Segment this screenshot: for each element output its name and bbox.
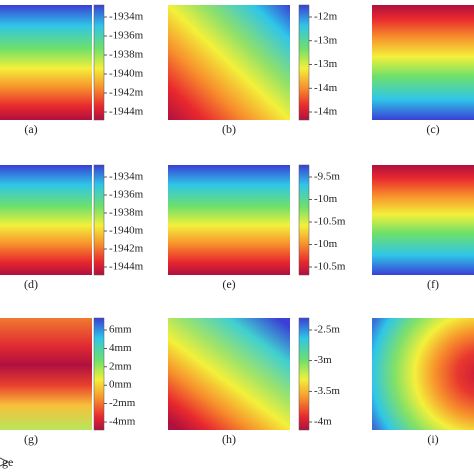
panel-label: (i) [427,432,438,446]
colorbar-tick-label: -14m [314,106,338,118]
panel-label: (e) [222,277,235,291]
colorbar-tick-label: -4m [314,416,332,428]
colorbar-tick-label: -9.5m [314,171,340,183]
colorbar [298,4,310,121]
colorbar-tick-label: -1934m [109,11,144,23]
colorbar-tick-label: -10.5m [314,216,346,228]
panel-label: (a) [24,122,37,136]
colorbar-tick-label: -12m [314,11,338,23]
heatmap [372,318,474,430]
panel-label: (h) [222,432,236,446]
panel-label: (f) [427,277,439,291]
colorbar-tick-label: -1936m [109,189,144,201]
colorbar-tick-label: -1940m [109,225,144,237]
colorbar-tick-label: -3.5m [314,385,340,397]
arrow [0,457,10,467]
colorbar-tick-label: 6mm [109,324,132,336]
colorbar-tick-label: 0mm [109,379,132,391]
heatmap [168,318,290,430]
heatmap [372,5,474,120]
colorbar-tick-label: -1940m [109,68,144,80]
colorbar [93,164,105,276]
colorbar [298,164,310,276]
colorbar-tick-label: -10m [314,193,338,205]
heatmap [168,165,290,275]
colorbar-tick-label: -1942m [109,87,144,99]
colorbar-tick-label: 4mm [109,342,132,354]
panel-label: (b) [222,122,236,136]
colorbar-tick-label: -1934m [109,171,144,183]
colorbar-tick-label: -1944m [109,106,144,118]
colorbar [93,4,105,121]
caption-fragment: ge [2,455,13,469]
colorbar-tick-label: -10m [314,238,338,250]
heatmap [0,165,92,275]
colorbar-tick-label: -14m [314,82,338,94]
colorbar-tick-label: -4mm [109,416,136,428]
colorbar-tick-label: -2mm [109,397,136,409]
colorbar-tick-label: -13m [314,58,338,70]
heatmap [0,5,92,120]
colorbar-tick-label: -2.5m [314,324,340,336]
panel-label: (d) [24,277,38,291]
colorbar [93,317,105,431]
colorbar-tick-label: -1936m [109,30,144,42]
colorbar-tick-label: -1944m [109,261,144,273]
colorbar-tick-label: -10.5m [314,261,346,273]
heatmap [168,5,290,120]
panel-label: (g) [24,432,38,446]
colorbar-tick-label: -13m [314,34,338,46]
colorbar [298,317,310,431]
colorbar-tick-label: 2mm [109,360,132,372]
colorbar-tick-label: -1938m [109,207,144,219]
colorbar-tick-label: -1942m [109,243,144,255]
panel-label: (c) [426,122,439,136]
heatmap [372,165,474,275]
colorbar-tick-label: -3m [314,354,332,366]
heatmap [0,318,92,430]
colorbar-tick-label: -1938m [109,49,144,61]
